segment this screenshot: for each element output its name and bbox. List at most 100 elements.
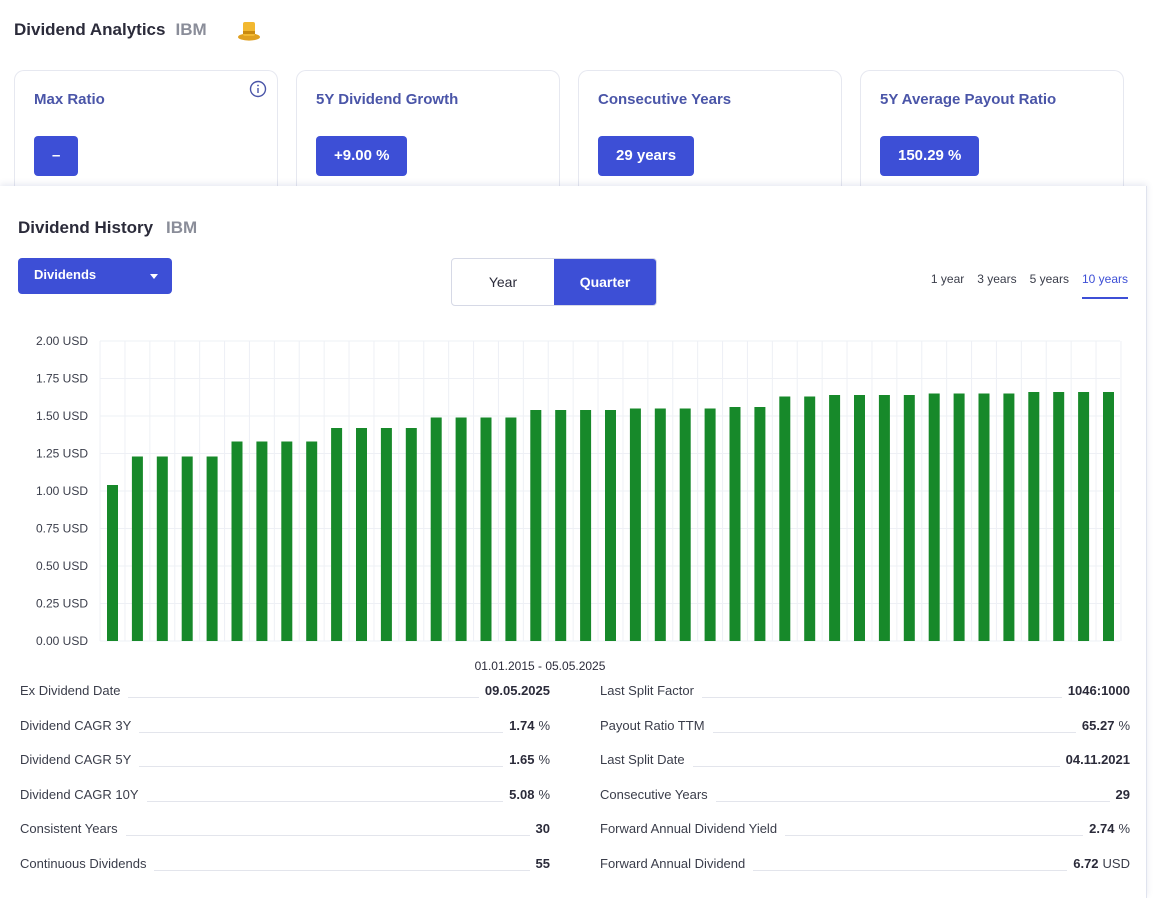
stat-leader-line bbox=[715, 800, 1110, 802]
stat-row: Ex Dividend Date 09.05.2025 bbox=[20, 683, 550, 718]
dividend-bar[interactable] bbox=[654, 408, 666, 642]
stat-row: Continuous Dividends 55 bbox=[20, 856, 550, 891]
stat-value: 29 bbox=[1115, 786, 1130, 802]
dividend-bar[interactable] bbox=[181, 456, 193, 642]
dividend-bar[interactable] bbox=[256, 441, 268, 642]
toggle-year[interactable]: Year bbox=[488, 274, 518, 290]
dividend-bar[interactable] bbox=[928, 393, 940, 642]
dividend-bar[interactable] bbox=[903, 395, 915, 641]
card-value: +9.00 % bbox=[316, 136, 408, 176]
stat-value: 30 bbox=[535, 821, 550, 837]
stat-value: 09.05.2025 bbox=[484, 683, 550, 698]
dividend-bar[interactable] bbox=[629, 408, 641, 642]
dividend-bar[interactable] bbox=[555, 410, 567, 641]
section-title: Dividend History bbox=[18, 218, 154, 237]
toggle-quarter[interactable]: Quarter bbox=[554, 259, 656, 305]
dividend-bar[interactable] bbox=[804, 396, 816, 642]
stat-value: 5.08% bbox=[509, 786, 550, 802]
range-1-year[interactable]: 1 year bbox=[930, 272, 965, 286]
info-icon[interactable] bbox=[249, 80, 267, 98]
dividend-bar[interactable] bbox=[380, 428, 392, 641]
dividend-bar[interactable] bbox=[878, 395, 890, 641]
stat-row: Payout Ratio TTM 65.27% bbox=[600, 718, 1130, 753]
card-value: 29 years bbox=[598, 136, 695, 176]
stat-leader-line bbox=[785, 835, 1084, 837]
dividend-bar[interactable] bbox=[729, 407, 741, 641]
dividend-bar[interactable] bbox=[779, 396, 791, 642]
y-tick-label: 1.25 USD bbox=[36, 447, 88, 461]
dividend-bar[interactable] bbox=[704, 408, 716, 642]
dividend-bar[interactable] bbox=[978, 393, 990, 642]
dividend-bar[interactable] bbox=[829, 395, 841, 641]
stat-label: Forward Annual Dividend Yield bbox=[600, 821, 778, 837]
dividend-bar[interactable] bbox=[1003, 393, 1015, 642]
stat-label: Payout Ratio TTM bbox=[600, 717, 705, 733]
stat-leader-line bbox=[128, 697, 479, 698]
dividend-bar[interactable] bbox=[953, 393, 965, 642]
dividend-bar[interactable] bbox=[530, 410, 542, 641]
stat-leader-line bbox=[139, 731, 504, 733]
ticker-symbol: IBM bbox=[175, 20, 207, 39]
dividend-bar[interactable] bbox=[1028, 392, 1040, 641]
stat-leader-line bbox=[154, 869, 530, 871]
dividend-bar[interactable] bbox=[281, 441, 293, 642]
dividend-bar[interactable] bbox=[356, 428, 367, 641]
dividend-bar[interactable] bbox=[480, 417, 492, 642]
stat-value: 1046:1000 bbox=[1067, 683, 1130, 698]
stat-row: Forward Annual Dividend 6.72 USD bbox=[600, 856, 1130, 891]
dividend-bar[interactable] bbox=[206, 456, 218, 642]
dividend-bar[interactable] bbox=[107, 485, 118, 641]
dividend-bar[interactable] bbox=[131, 456, 143, 642]
card-title: 5Y Average Payout Ratio bbox=[880, 91, 1057, 108]
dividend-bar[interactable] bbox=[1103, 392, 1114, 641]
dividend-bar[interactable] bbox=[854, 395, 865, 641]
stat-row: Forward Annual Dividend Yield 2.74% bbox=[600, 821, 1130, 856]
stat-label: Consecutive Years bbox=[600, 786, 708, 802]
dividend-bar[interactable] bbox=[306, 441, 318, 642]
dividend-bar[interactable] bbox=[331, 428, 343, 641]
card-5y-dividend-growth: 5Y Dividend Growth +9.00 % bbox=[296, 70, 560, 187]
dropdown-value: Dividends bbox=[34, 267, 97, 282]
stats-left: Ex Dividend Date 09.05.2025 Dividend CAGR … bbox=[20, 683, 550, 891]
dividend-bar[interactable] bbox=[156, 456, 168, 642]
y-tick-label: 0.75 USD bbox=[36, 522, 88, 536]
section-ticker: IBM bbox=[166, 218, 198, 237]
stat-label: Last Split Date bbox=[600, 752, 685, 768]
dividend-bar[interactable] bbox=[455, 417, 467, 642]
stat-row: Last Split Date 04.11.2021 bbox=[600, 752, 1130, 787]
dividend-bar[interactable] bbox=[405, 428, 417, 641]
y-tick-label: 0.50 USD bbox=[36, 559, 88, 573]
card-consecutive-years: Consecutive Years 29 years bbox=[578, 70, 842, 187]
period-toggle: Year Quarter bbox=[451, 258, 657, 306]
stat-unit: % bbox=[1118, 717, 1130, 733]
stat-value: 1.65% bbox=[509, 752, 550, 768]
card-title: Consecutive Years bbox=[598, 91, 732, 108]
dividend-bar[interactable] bbox=[231, 441, 243, 642]
range-3-years[interactable]: 3 years bbox=[977, 272, 1017, 286]
y-tick-label: 0.00 USD bbox=[36, 634, 88, 648]
dividend-bar[interactable] bbox=[505, 417, 517, 642]
range-tabs: 1 year 3 years 5 years 10 years bbox=[918, 272, 1128, 299]
range-10-years[interactable]: 10 years bbox=[1081, 272, 1128, 299]
stat-row: Dividend CAGR 5Y 1.65% bbox=[20, 752, 550, 787]
stat-leader-line bbox=[712, 731, 1076, 733]
stat-leader-line bbox=[125, 835, 530, 837]
dividend-bar[interactable] bbox=[430, 417, 442, 642]
range-5-years[interactable]: 5 years bbox=[1029, 272, 1069, 286]
stat-label: Last Split Factor bbox=[600, 683, 694, 698]
stat-value: 65.27% bbox=[1081, 717, 1130, 733]
dividend-bar[interactable] bbox=[1053, 392, 1065, 641]
stat-value: 1.74% bbox=[509, 717, 550, 733]
y-tick-label: 2.00 USD bbox=[36, 334, 88, 348]
dividend-bar[interactable] bbox=[754, 407, 766, 641]
page-title: Dividend Analytics bbox=[14, 20, 166, 39]
card-title: 5Y Dividend Growth bbox=[316, 91, 459, 108]
stat-label: Dividend CAGR 3Y bbox=[20, 717, 132, 733]
stat-value: 55 bbox=[535, 855, 550, 871]
stat-row: Consistent Years 30 bbox=[20, 821, 550, 856]
dividend-bar[interactable] bbox=[679, 408, 691, 642]
metric-dropdown[interactable]: Dividends bbox=[18, 258, 172, 294]
dividend-bar[interactable] bbox=[605, 410, 616, 641]
dividend-bar[interactable] bbox=[1078, 392, 1090, 641]
dividend-bar[interactable] bbox=[580, 410, 592, 641]
